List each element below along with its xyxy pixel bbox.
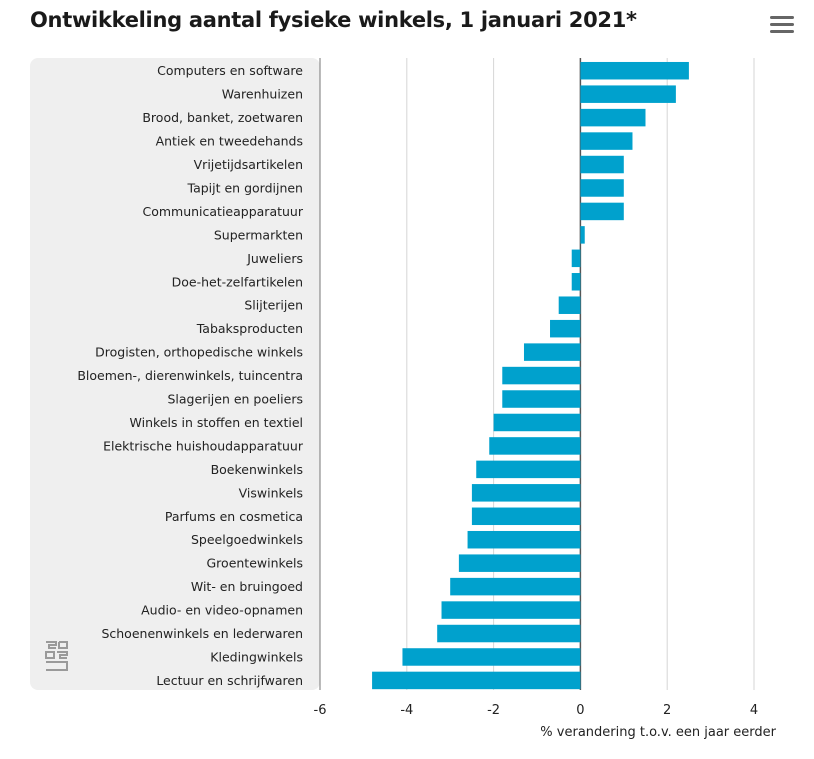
- category-label: Slijterijen: [244, 298, 303, 313]
- bar[interactable]: [458, 554, 581, 572]
- bar[interactable]: [489, 437, 581, 455]
- category-label: Brood, banket, zoetwaren: [142, 110, 303, 125]
- category-label: Juweliers: [246, 251, 303, 266]
- bar[interactable]: [558, 296, 581, 314]
- category-label: Drogisten, orthopedische winkels: [95, 345, 303, 360]
- category-label: Viswinkels: [239, 485, 303, 500]
- bar[interactable]: [571, 273, 581, 291]
- bar[interactable]: [580, 179, 624, 197]
- category-label: Elektrische huishoudapparatuur: [103, 438, 304, 453]
- category-label: Winkels in stoffen en textiel: [130, 415, 303, 430]
- x-tick-label: -2: [487, 703, 500, 718]
- bar[interactable]: [523, 343, 581, 361]
- cbs-logo-icon: [45, 641, 68, 671]
- bar[interactable]: [471, 484, 581, 502]
- category-panel: [30, 58, 320, 690]
- x-tick-label: 2: [663, 703, 671, 718]
- bars: [372, 61, 689, 690]
- category-label: Kledingwinkels: [210, 649, 303, 664]
- bar[interactable]: [580, 85, 676, 103]
- x-tick-label: -4: [400, 703, 413, 718]
- hamburger-menu-icon[interactable]: [770, 16, 794, 36]
- bar[interactable]: [493, 413, 581, 432]
- category-label: Schoenenwinkels en lederwaren: [101, 626, 303, 641]
- category-label: Communicatieapparatuur: [142, 204, 303, 219]
- bar[interactable]: [580, 61, 689, 80]
- category-label: Boekenwinkels: [211, 462, 303, 477]
- category-label: Groentewinkels: [207, 556, 304, 571]
- bar[interactable]: [580, 226, 585, 244]
- x-axis-label: % verandering t.o.v. een jaar eerder: [540, 725, 776, 740]
- bar[interactable]: [402, 648, 581, 666]
- category-label: Tabaksproducten: [196, 321, 303, 336]
- category-label: Bloemen-, dierenwinkels, tuincentra: [77, 368, 303, 383]
- bar[interactable]: [502, 366, 581, 385]
- category-label: Audio- en video-opnamen: [141, 603, 303, 618]
- bar[interactable]: [571, 249, 581, 268]
- x-tick-label: 0: [576, 703, 584, 718]
- bar[interactable]: [476, 460, 581, 479]
- bar[interactable]: [467, 530, 581, 549]
- category-label: Wit- en bruingoed: [191, 579, 303, 594]
- category-label: Vrijetijdsartikelen: [194, 157, 303, 172]
- bar[interactable]: [437, 624, 581, 643]
- bar[interactable]: [580, 202, 624, 221]
- bar[interactable]: [550, 319, 581, 338]
- category-label: Lectuur en schrijfwaren: [156, 673, 303, 688]
- x-tick-label: -6: [314, 703, 327, 718]
- x-tick-label: 4: [750, 703, 758, 718]
- category-label: Slagerijen en poeliers: [167, 392, 303, 407]
- category-labels: Computers en software Warenhuizen Brood, b…: [77, 63, 304, 688]
- category-label: Parfums en cosmetica: [165, 509, 303, 524]
- bar[interactable]: [471, 507, 581, 526]
- bar[interactable]: [580, 132, 633, 150]
- category-label: Doe-het-zelfartikelen: [172, 274, 303, 289]
- bar[interactable]: [450, 577, 581, 596]
- category-label: Warenhuizen: [222, 87, 303, 102]
- chart-title: Ontwikkeling aantal fysieke winkels, 1 j…: [30, 8, 637, 32]
- x-tick-labels: -6 -4 -2 0 2 4: [314, 703, 759, 718]
- bar[interactable]: [502, 390, 581, 408]
- category-label: Supermarkten: [214, 227, 303, 242]
- category-label: Computers en software: [157, 63, 303, 78]
- category-label: Antiek en tweedehands: [156, 134, 303, 149]
- category-label: Speelgoedwinkels: [191, 532, 303, 547]
- bar[interactable]: [580, 155, 624, 174]
- bar[interactable]: [441, 601, 581, 619]
- bar[interactable]: [580, 108, 646, 127]
- bar[interactable]: [372, 671, 581, 690]
- category-label: Tapijt en gordijnen: [187, 180, 304, 195]
